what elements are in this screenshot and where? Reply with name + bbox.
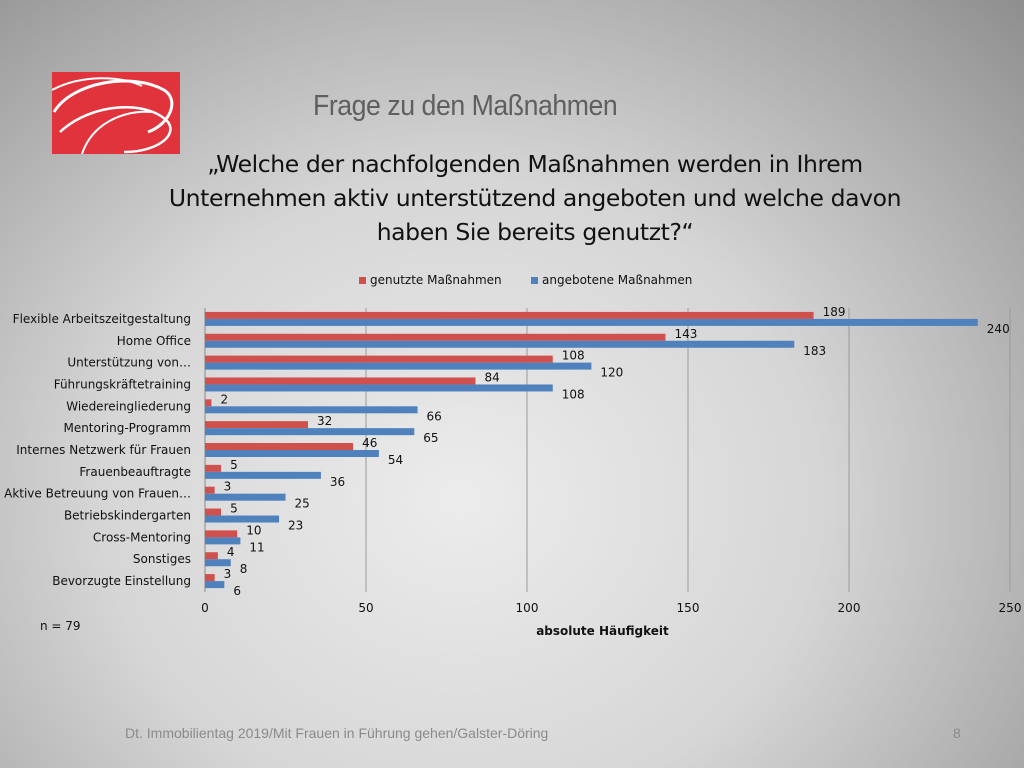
bar-genutzte — [205, 574, 215, 582]
data-label-genutzte: 84 — [484, 370, 499, 384]
bar-angebotene — [205, 340, 795, 348]
bar-genutzte — [205, 421, 309, 429]
bar-angebotene — [205, 428, 415, 436]
data-label-angebotene: 25 — [295, 497, 310, 511]
bar-genutzte — [205, 486, 215, 494]
data-label-angebotene: 66 — [427, 409, 442, 423]
bar-genutzte — [205, 399, 212, 407]
data-label-genutzte: 189 — [823, 305, 846, 319]
category-label: Betriebskindergarten — [64, 509, 191, 523]
bar-angebotene — [205, 384, 553, 392]
question-line: „Welche der nachfolgenden Maßnahmen werd… — [207, 150, 863, 178]
page-number: 8 — [953, 725, 961, 741]
bar-angebotene — [205, 493, 286, 501]
data-label-genutzte: 143 — [674, 327, 697, 341]
bar-angebotene — [205, 471, 321, 479]
question-line: Unternehmen aktiv unterstützend angebote… — [168, 184, 902, 212]
category-label: Führungskräftetraining — [54, 377, 191, 391]
data-label-angebotene: 6 — [233, 584, 241, 598]
bar-angebotene — [205, 515, 280, 523]
bar-genutzte — [205, 311, 814, 319]
category-label: Unterstützung von… — [67, 356, 191, 370]
data-label-genutzte: 3 — [224, 567, 232, 581]
legend-swatch-genutzte — [359, 277, 366, 284]
bar-genutzte — [205, 530, 238, 538]
data-label-genutzte: 4 — [227, 545, 235, 559]
data-label-angebotene: 36 — [330, 475, 345, 489]
data-label-genutzte: 5 — [230, 458, 238, 472]
data-label-genutzte: 32 — [317, 414, 332, 428]
category-label: Mentoring-Programm — [63, 421, 191, 435]
question-text: „Welche der nachfolgenden Maßnahmen werd… — [150, 147, 920, 249]
category-label: Home Office — [117, 334, 191, 348]
bar-genutzte — [205, 508, 222, 516]
bar-angebotene — [205, 450, 379, 457]
bar-chart: 0 50 100 150 200 250 Flexible Arbeitszeitgesta… — [4, 273, 1022, 638]
legend-label-angebotene: angebotene Maßnahmen — [542, 273, 692, 287]
x-tick-label: 100 — [516, 601, 539, 615]
data-label-angebotene: 120 — [600, 366, 623, 380]
category-label: Frauenbeauftragte — [79, 465, 191, 479]
x-tick-label: 150 — [677, 601, 700, 615]
bar-genutzte — [205, 464, 222, 472]
x-tick-label: 50 — [358, 601, 373, 615]
bar-angebotene — [205, 318, 978, 326]
bar-genutzte — [205, 443, 354, 450]
data-label-angebotene: 183 — [803, 344, 826, 358]
data-label-genutzte: 3 — [224, 480, 232, 494]
question-line: haben Sie bereits genutzt?“ — [376, 218, 694, 246]
bar-angebotene — [205, 581, 225, 589]
bar-genutzte — [205, 355, 553, 363]
data-label-angebotene: 240 — [987, 322, 1010, 336]
category-label: Cross-Mentoring — [93, 530, 191, 544]
data-label-genutzte: 5 — [230, 502, 238, 516]
bar-angebotene — [205, 559, 231, 567]
slide-title: Frage zu den Maßnahmen — [313, 90, 618, 122]
data-label-genutzte: 2 — [220, 392, 228, 406]
x-tick-label: 250 — [999, 601, 1022, 615]
data-label-angebotene: 11 — [249, 540, 264, 554]
red-logo-icon — [52, 72, 180, 154]
bar-genutzte — [205, 377, 476, 385]
category-label: Flexible Arbeitszeitgestaltung — [13, 312, 191, 326]
x-tick-label: 0 — [201, 601, 209, 615]
bar-genutzte — [205, 333, 666, 341]
category-label: Aktive Betreuung von Frauen… — [4, 487, 191, 501]
category-label: Sonstiges — [133, 552, 191, 566]
sample-size-annotation: n = 79 — [40, 619, 81, 633]
bar-angebotene — [205, 362, 592, 370]
data-label-angebotene: 54 — [388, 453, 403, 467]
data-label-angebotene: 23 — [288, 519, 303, 533]
data-label-angebotene: 65 — [423, 431, 438, 445]
data-label-genutzte: 108 — [562, 349, 585, 363]
legend-swatch-angebotene — [531, 277, 538, 284]
bar-angebotene — [205, 406, 418, 414]
data-label-angebotene: 108 — [562, 387, 585, 401]
x-tick-label: 200 — [838, 601, 861, 615]
data-label-genutzte: 10 — [246, 523, 261, 537]
x-axis-title: absolute Häufigkeit — [536, 624, 669, 638]
legend-label-genutzte: genutzte Maßnahmen — [370, 273, 502, 287]
data-label-angebotene: 8 — [240, 562, 248, 576]
category-label: Internes Netzwerk für Frauen — [16, 443, 191, 457]
bar-angebotene — [205, 537, 241, 545]
category-label: Wiedereingliederung — [66, 399, 191, 413]
footer-text: Dt. Immobilientag 2019/Mit Frauen in Füh… — [125, 725, 549, 741]
data-label-genutzte: 46 — [362, 436, 377, 450]
bar-genutzte — [205, 552, 218, 560]
category-label: Bevorzugte Einstellung — [52, 574, 191, 588]
